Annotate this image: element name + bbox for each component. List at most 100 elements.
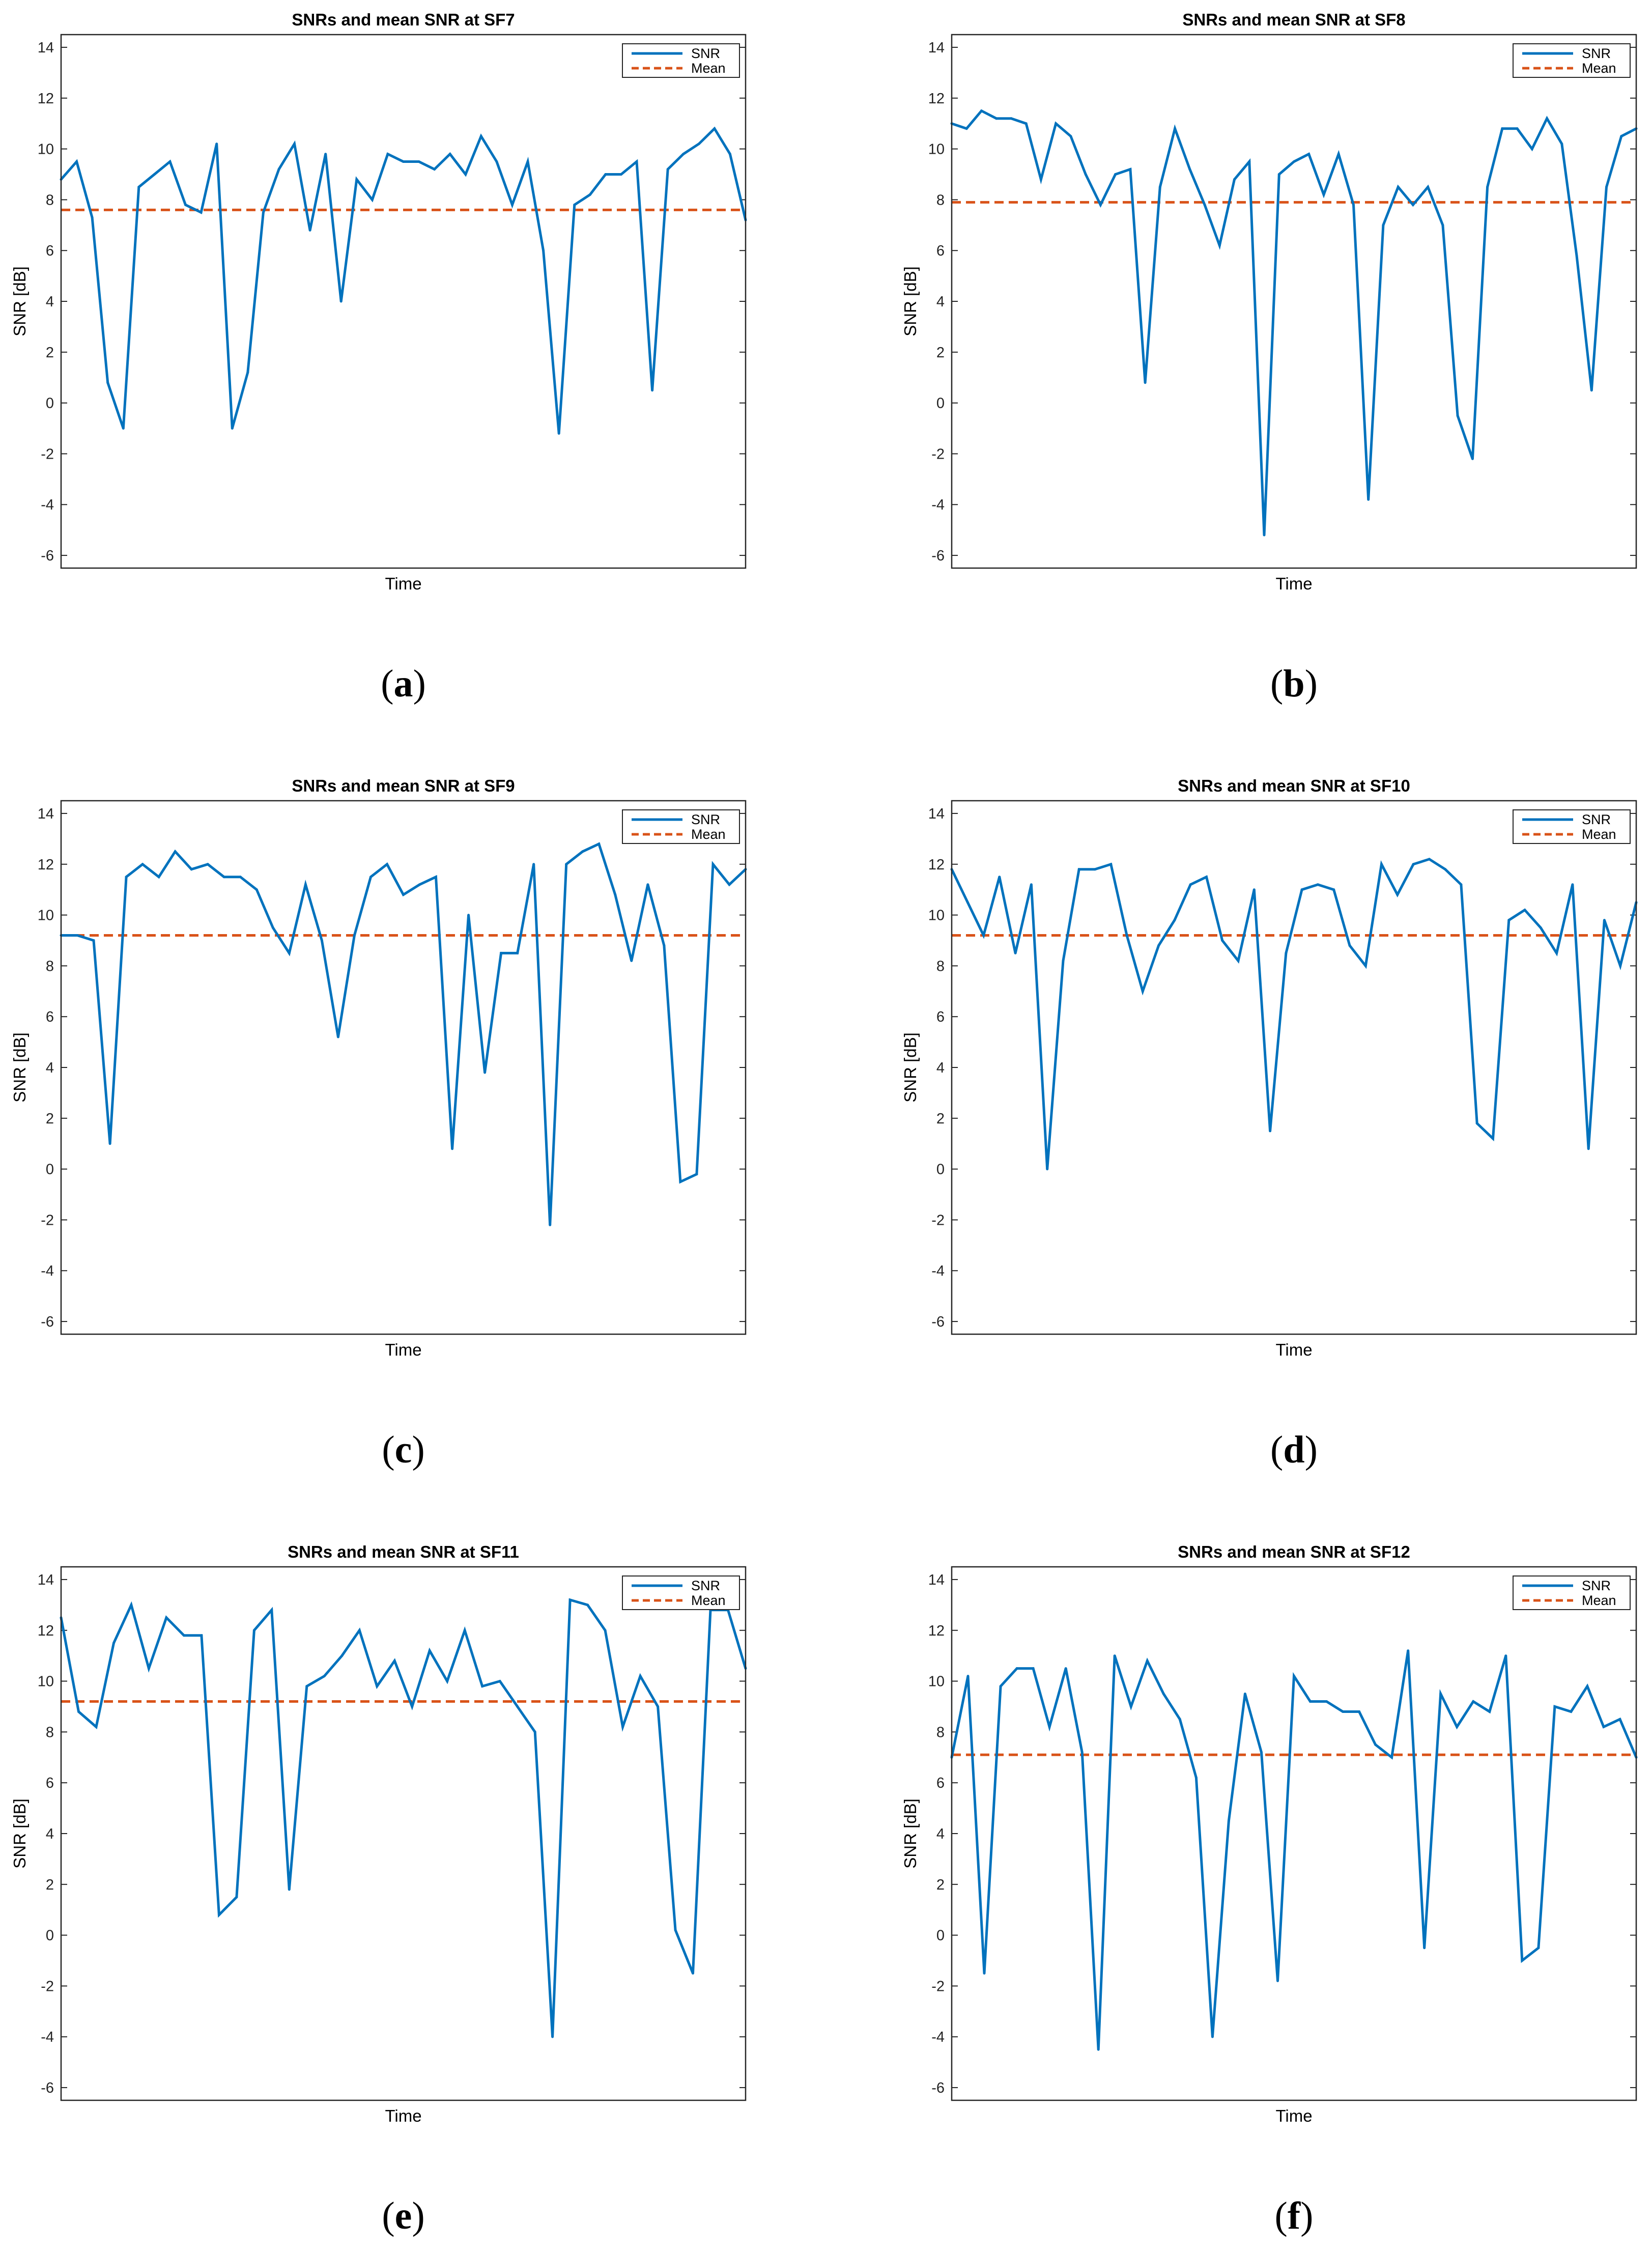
snr-point xyxy=(1537,1947,1540,1950)
snr-point xyxy=(304,883,307,886)
snr-point xyxy=(1205,876,1208,879)
snr-point xyxy=(666,168,669,171)
plot-area xyxy=(952,1567,1636,2100)
snr-point xyxy=(1590,389,1593,392)
snr-point xyxy=(1174,127,1177,130)
snr-point xyxy=(76,934,79,937)
snr-point xyxy=(340,1654,344,1657)
snr-point xyxy=(464,173,467,176)
snr-point xyxy=(1322,193,1325,196)
caption-letter: f xyxy=(1288,2194,1301,2237)
snr-point xyxy=(168,160,172,163)
snr-point xyxy=(1427,185,1430,188)
snr-point xyxy=(663,944,666,947)
snr-point xyxy=(995,117,998,120)
axes-box xyxy=(60,800,747,1335)
snr-point xyxy=(479,135,482,138)
y-tick-label: 12 xyxy=(38,91,54,107)
snr-point xyxy=(568,1598,572,1601)
snr-point xyxy=(184,203,187,206)
snr-point xyxy=(1309,1700,1312,1703)
y-tick-label: 6 xyxy=(936,243,945,259)
snr-point xyxy=(1560,143,1563,146)
x-axis-label: Time xyxy=(1275,1340,1312,1359)
subplot-e: -6 -4 -2 0 2 4 6 8 10 12 14 SNRs and mean SNR at SF… xyxy=(10,1542,747,2237)
snr-point xyxy=(1099,203,1102,206)
snr-point xyxy=(581,850,584,853)
subfigure-caption: (e) xyxy=(382,2194,424,2237)
y-tick-label: 14 xyxy=(928,40,945,56)
snr-point xyxy=(239,876,242,879)
snr-point xyxy=(1269,1130,1272,1133)
y-tick-label: 14 xyxy=(38,1572,54,1588)
snr-point xyxy=(966,901,969,904)
snr-point xyxy=(1055,122,1058,125)
snr-point xyxy=(604,173,607,176)
y-tick-label: 2 xyxy=(46,345,54,361)
plot-title: SNRs and mean SNR at SF7 xyxy=(292,10,515,29)
y-tick-label: -4 xyxy=(41,1263,54,1279)
snr-point xyxy=(448,153,451,156)
snr-point xyxy=(635,160,638,163)
snr-point xyxy=(1233,178,1236,181)
snr-point xyxy=(516,1705,519,1708)
snr-point xyxy=(1507,919,1511,922)
plot-area xyxy=(61,35,746,568)
snr-point xyxy=(966,1675,970,1678)
snr-point xyxy=(604,1629,607,1632)
snr-point xyxy=(1530,148,1533,151)
caption-letter: b xyxy=(1283,662,1304,705)
x-axis-label: Time xyxy=(385,1340,421,1359)
snr-point xyxy=(1077,868,1080,871)
snr-point xyxy=(1010,117,1013,120)
snr-point xyxy=(446,1680,449,1683)
axes-box xyxy=(951,34,1637,569)
snr-point xyxy=(573,203,576,206)
plot-title: SNRs and mean SNR at SF11 xyxy=(288,1542,519,1561)
legend-mean-label: Mean xyxy=(1582,827,1616,842)
snr-point xyxy=(277,168,280,171)
snr-point xyxy=(106,381,109,384)
snr-point xyxy=(1602,1725,1605,1728)
y-tick-label: 4 xyxy=(936,294,945,310)
snr-point xyxy=(308,229,311,232)
snr-point xyxy=(1587,1147,1590,1150)
y-tick-label: 2 xyxy=(936,345,945,361)
snr-point xyxy=(1141,990,1144,993)
snr-point xyxy=(200,1634,203,1637)
snr-point xyxy=(411,1705,414,1708)
y-tick-label: -2 xyxy=(41,446,54,462)
snr-point xyxy=(386,153,389,156)
y-axis-label: SNR [dB] xyxy=(10,1798,29,1869)
snr-point xyxy=(1252,888,1256,891)
snr-point xyxy=(1342,1710,1345,1713)
snr-point xyxy=(679,1180,682,1184)
plot-area xyxy=(952,801,1636,1334)
snr-point xyxy=(1188,168,1191,171)
snr-point xyxy=(428,1649,431,1652)
plot-title: SNRs and mean SNR at SF10 xyxy=(1178,776,1410,795)
caption-close-paren: ) xyxy=(413,662,426,705)
y-tick-label: 0 xyxy=(46,396,54,412)
snr-point xyxy=(1260,1751,1263,1754)
y-tick-label: -2 xyxy=(41,1978,54,1994)
snr-point xyxy=(1352,203,1355,206)
snr-point xyxy=(1397,185,1400,188)
snr-point xyxy=(1619,964,1622,967)
snr-point xyxy=(288,1888,291,1891)
snr-point xyxy=(288,951,291,954)
y-tick-label: 12 xyxy=(38,1623,54,1639)
y-tick-label: 4 xyxy=(46,294,54,310)
y-axis-label: SNR [dB] xyxy=(901,266,920,336)
snr-point xyxy=(1504,1654,1507,1657)
y-tick-label: -4 xyxy=(931,497,945,513)
snr-point xyxy=(728,153,731,156)
snr-point xyxy=(1276,1979,1279,1982)
y-tick-label: 6 xyxy=(46,1009,54,1025)
plot-area xyxy=(952,35,1636,568)
snr-point xyxy=(1553,1705,1556,1708)
